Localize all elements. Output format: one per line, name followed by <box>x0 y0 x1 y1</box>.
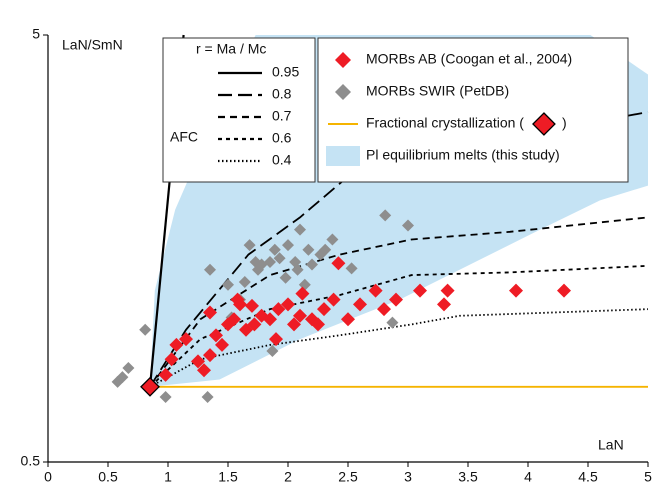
point <box>273 252 286 265</box>
x-tick-label: 1 <box>164 469 172 485</box>
point <box>509 283 523 298</box>
afc-label: AFC <box>170 129 198 145</box>
point <box>164 352 179 367</box>
point <box>440 283 455 298</box>
point <box>293 308 307 323</box>
point <box>326 292 341 307</box>
point <box>179 332 193 347</box>
point <box>291 263 304 276</box>
point <box>116 371 129 384</box>
point <box>302 243 315 256</box>
point <box>266 344 279 357</box>
x-tick-label: 3.5 <box>458 469 478 485</box>
point <box>264 256 276 269</box>
legend-label: 0.7 <box>272 108 292 124</box>
legend-swatch <box>326 146 360 166</box>
legend-label: 0.8 <box>272 86 292 102</box>
point <box>379 209 392 222</box>
point <box>159 390 172 403</box>
legend-label: 0.6 <box>272 130 292 146</box>
point <box>271 302 286 317</box>
point <box>279 271 292 284</box>
point <box>319 243 332 256</box>
point <box>245 298 259 313</box>
legend-label: MORBs AB (Coogan et al., 2004) <box>366 51 572 67</box>
legend-marker <box>532 112 556 136</box>
point <box>386 316 399 329</box>
point <box>197 363 211 378</box>
point <box>282 239 294 252</box>
point <box>402 219 414 232</box>
legend-swatch <box>335 84 351 100</box>
legend-swatch <box>335 52 351 68</box>
point <box>233 297 247 312</box>
point <box>295 286 310 301</box>
x-tick-label: 5 <box>644 469 652 485</box>
point <box>247 317 262 332</box>
point <box>317 302 331 317</box>
point <box>326 233 339 246</box>
point <box>238 275 251 288</box>
point <box>263 312 277 327</box>
legend-box <box>162 37 316 183</box>
point <box>122 362 135 375</box>
point <box>281 297 295 312</box>
y-axis-label: LaN/SmN <box>62 37 123 53</box>
point <box>203 348 217 363</box>
curve <box>149 264 649 388</box>
point <box>269 332 283 347</box>
point <box>203 305 217 320</box>
point <box>341 312 355 327</box>
x-tick-label: 0 <box>44 469 52 485</box>
point <box>413 283 427 298</box>
point <box>268 243 281 256</box>
point <box>191 354 205 369</box>
point <box>169 337 184 352</box>
y-tick-label: 5 <box>32 26 40 42</box>
point <box>377 302 391 317</box>
point <box>311 317 325 332</box>
x-tick-label: 2.5 <box>338 469 358 485</box>
point <box>158 367 173 382</box>
point <box>209 328 223 343</box>
point <box>353 297 367 312</box>
x-tick-label: 4 <box>524 469 532 485</box>
afc-legend: r = Ma / Mc AFC 0.95 0.8 0.7 0.6 0.4 <box>162 37 316 183</box>
x-tick-label: 2 <box>284 469 292 485</box>
point <box>227 312 241 327</box>
point <box>243 239 256 252</box>
legend-label: MORBs SWIR (PetDB) <box>366 83 509 99</box>
y-tick-label: 0.5 <box>21 453 41 469</box>
point <box>331 256 346 271</box>
point <box>287 317 301 332</box>
point <box>139 323 152 336</box>
point <box>389 292 403 307</box>
point <box>201 390 214 403</box>
x-tick-label: 0.5 <box>98 469 118 485</box>
legend-label: 0.4 <box>272 152 292 168</box>
point <box>204 263 216 276</box>
point <box>345 262 358 275</box>
point <box>557 283 571 298</box>
legend-label: 0.95 <box>272 64 299 80</box>
legend-box <box>317 37 629 183</box>
legend-title: r = Ma / Mc <box>196 41 266 57</box>
x-tick-label: 3 <box>404 469 412 485</box>
point <box>294 223 306 236</box>
point <box>368 283 383 298</box>
x-tick-label: 1.5 <box>218 469 238 485</box>
point <box>437 297 451 312</box>
legend-label: ) <box>562 115 567 131</box>
legend-label: Fractional crystallization ( <box>366 115 524 131</box>
curve <box>149 216 649 388</box>
x-axis-label: LaN <box>598 437 624 453</box>
point <box>306 258 318 271</box>
parent-point <box>140 376 160 397</box>
point <box>215 337 229 352</box>
point <box>222 278 234 291</box>
legend-label: Pl equilibrium melts (this study) <box>366 147 560 163</box>
main-legend: MORBs AB (Coogan et al., 2004) MORBs SWIR… <box>317 37 629 183</box>
x-tick-label: 4.5 <box>578 469 598 485</box>
